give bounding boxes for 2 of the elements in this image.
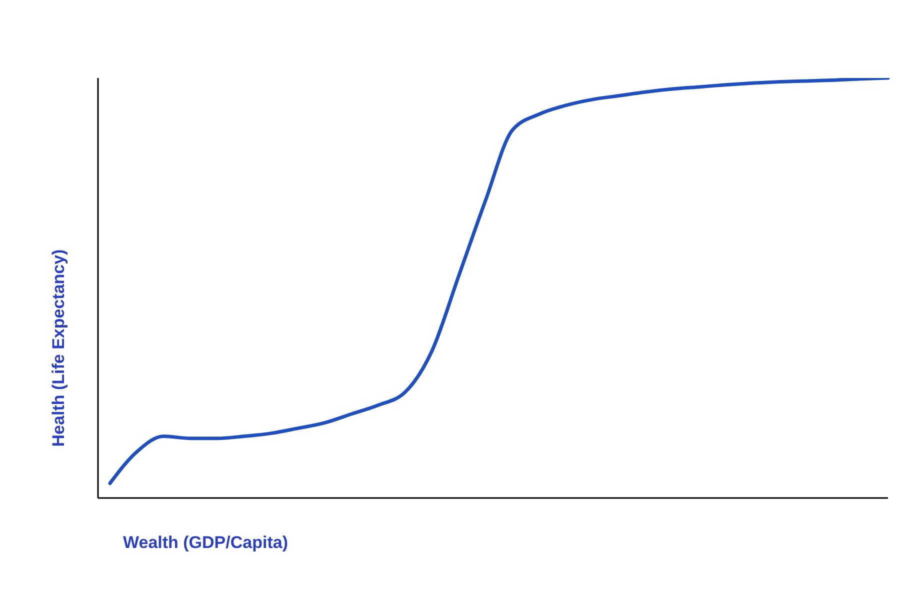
x-axis-title: Wealth (GDP/Capita) bbox=[123, 533, 288, 552]
y-axis-title: Health (Life Expectancy) bbox=[49, 249, 68, 447]
